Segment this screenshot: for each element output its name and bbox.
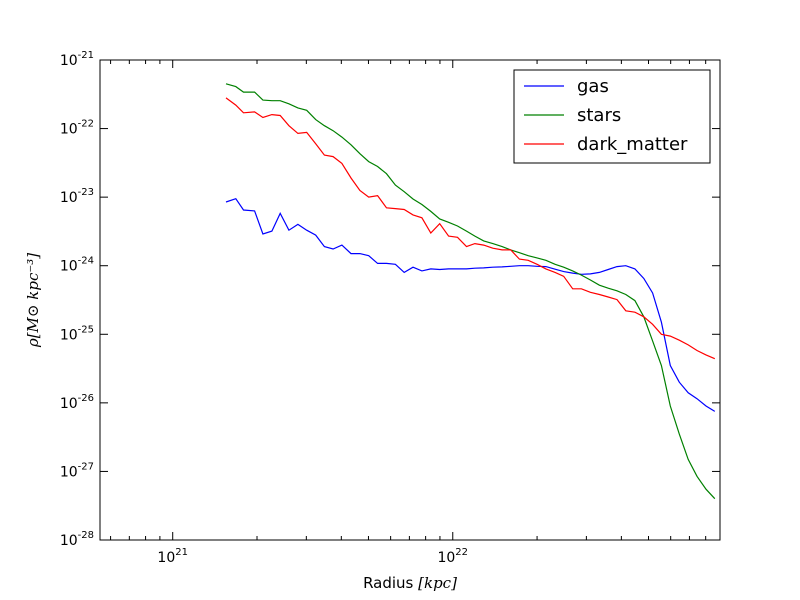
series-lines [225, 83, 716, 500]
y-tick-labels: 10-21 10-22 10-23 10-24 10-25 10-26 10-27 10-28 [60, 50, 94, 549]
x-tick-label: 1022 [437, 547, 468, 566]
series-line-gas [225, 197, 716, 412]
y-tick-label: 10-21 [60, 50, 94, 69]
legend-label-dark-matter: dark_matter [577, 134, 688, 155]
axis-ticks [100, 59, 721, 541]
y-tick-label: 10-27 [60, 461, 94, 480]
series-line-dark-matter [225, 97, 716, 360]
y-tick-label: 10-28 [60, 530, 94, 549]
x-axis-label: Radius [kpc] [363, 574, 457, 592]
legend-label-stars: stars [577, 105, 621, 126]
y-tick-label: 10-26 [60, 393, 94, 412]
y-axis-label: ρ[M⊙ kpc⁻³] [24, 253, 42, 348]
series-line-stars [225, 83, 716, 500]
x-tick-labels: 1021 1022 [157, 547, 468, 566]
y-tick-label: 10-24 [60, 256, 94, 275]
y-tick-label: 10-22 [60, 119, 94, 138]
legend: gas stars dark_matter [513, 69, 711, 164]
y-tick-label: 10-25 [60, 324, 94, 343]
y-tick-label: 10-23 [60, 187, 94, 206]
legend-label-gas: gas [577, 76, 609, 97]
x-tick-label: 1021 [157, 547, 188, 566]
plot-frame [99, 59, 721, 541]
